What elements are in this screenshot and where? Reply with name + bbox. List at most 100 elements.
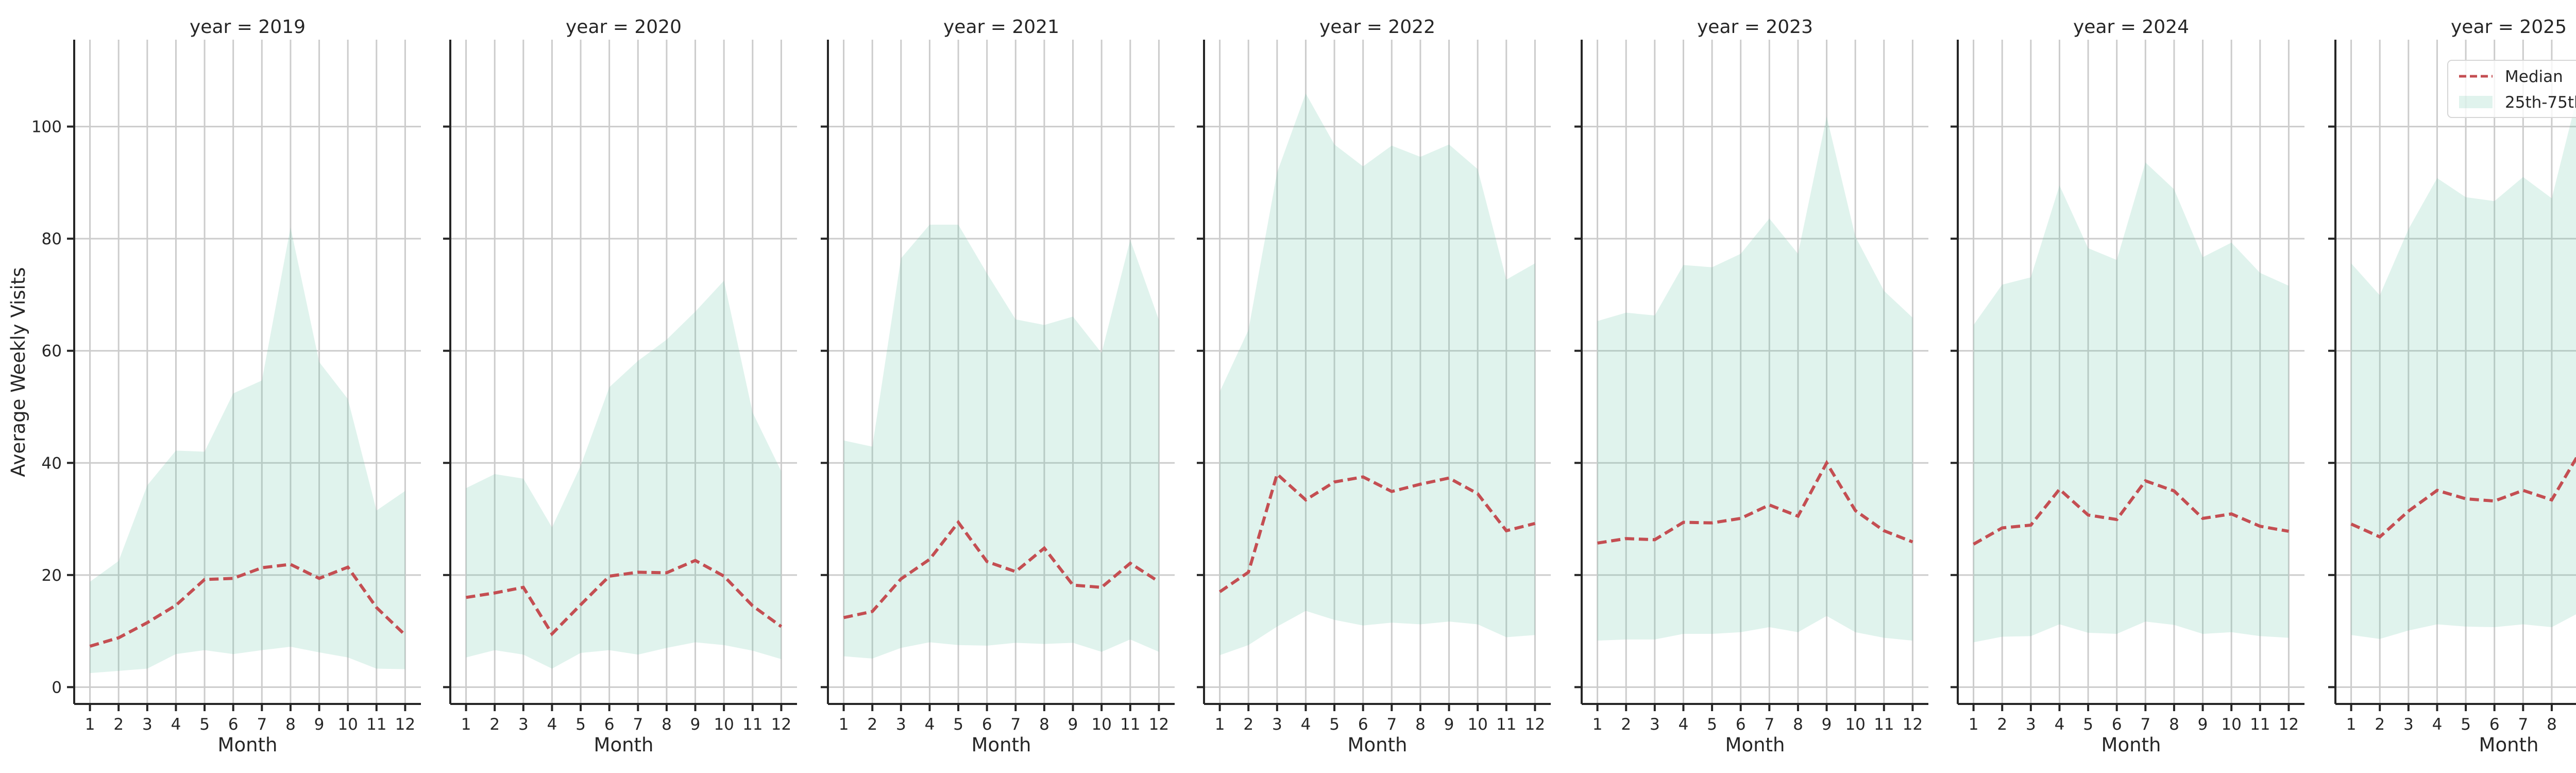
- x-tick-label: 6: [1736, 715, 1746, 734]
- x-tick-label: 8: [2547, 715, 2557, 734]
- x-tick-label: 1: [2346, 715, 2357, 734]
- x-tick-label: 12: [771, 715, 791, 734]
- x-tick-label: 9: [1444, 715, 1454, 734]
- x-tick-label: 8: [1039, 715, 1049, 734]
- x-tick-label: 8: [1793, 715, 1803, 734]
- legend: Median 25th-75th Percentile: [2447, 60, 2576, 118]
- x-tick-label: 9: [2198, 715, 2208, 734]
- facet-title: year = 2024: [2073, 16, 2189, 38]
- x-tick-label: 5: [953, 715, 963, 734]
- median-line: [466, 559, 783, 636]
- percentile-band: [90, 227, 405, 674]
- x-tick-label: 2: [1997, 715, 2007, 734]
- facet-title: year = 2021: [943, 16, 1059, 38]
- x-tick-label: 5: [1707, 715, 1717, 734]
- x-tick-label: 9: [1068, 715, 1078, 734]
- x-tick-label: 8: [1415, 715, 1426, 734]
- legend-band-label: 25th-75th Percentile: [2505, 93, 2576, 112]
- x-tick-label: 1: [1592, 715, 1603, 734]
- percentile-band: [466, 280, 782, 669]
- y-tick-label: 100: [31, 118, 62, 137]
- x-tick-label: 4: [1679, 715, 1689, 734]
- x-tick-label: 11: [366, 715, 386, 734]
- x-tick-label: 4: [925, 715, 935, 734]
- x-axis-label: Month: [1348, 734, 1408, 756]
- x-tick-label: 12: [1149, 715, 1169, 734]
- y-tick-label: 20: [42, 566, 62, 585]
- x-tick-label: 11: [1874, 715, 1894, 734]
- x-axis-label: Month: [2479, 734, 2539, 756]
- x-tick-label: 10: [337, 715, 358, 734]
- x-tick-label: 4: [547, 715, 557, 734]
- y-tick-label: 40: [42, 454, 62, 473]
- x-tick-label: 2: [489, 715, 500, 734]
- facet-title: year = 2020: [566, 16, 682, 38]
- x-tick-label: 2: [2375, 715, 2385, 734]
- x-axis-label: Month: [218, 734, 278, 756]
- x-tick-label: 6: [604, 715, 615, 734]
- legend-box: [2447, 60, 2576, 118]
- facet-title: year = 2025: [2451, 16, 2567, 38]
- x-tick-label: 11: [1120, 715, 1140, 734]
- x-tick-label: 1: [1969, 715, 1979, 734]
- x-tick-label: 4: [2055, 715, 2065, 734]
- x-axis-label: Month: [1725, 734, 1785, 756]
- x-tick-label: 2: [1621, 715, 1631, 734]
- y-axis-label: Average Weekly Visits: [7, 267, 29, 477]
- x-tick-label: 6: [228, 715, 239, 734]
- x-tick-label: 2: [113, 715, 124, 734]
- x-tick-label: 9: [690, 715, 701, 734]
- percentile-band: [1973, 162, 2289, 643]
- x-axis-label: Month: [2102, 734, 2161, 756]
- x-tick-label: 3: [1650, 715, 1660, 734]
- x-tick-label: 5: [2083, 715, 2093, 734]
- percentile-band: [1219, 93, 1535, 656]
- x-tick-label: 1: [85, 715, 95, 734]
- x-tick-label: 11: [742, 715, 762, 734]
- x-tick-label: 11: [1496, 715, 1516, 734]
- median-line: [2350, 456, 2576, 539]
- x-tick-label: 12: [1903, 715, 1923, 734]
- y-tick-label: 80: [42, 230, 62, 248]
- x-tick-label: 2: [1243, 715, 1253, 734]
- y-tick-label: 0: [52, 678, 62, 697]
- legend-median-label: Median: [2505, 68, 2563, 86]
- facet-title: year = 2019: [190, 16, 306, 38]
- x-tick-label: 9: [314, 715, 325, 734]
- x-tick-label: 5: [575, 715, 586, 734]
- x-tick-label: 7: [1764, 715, 1774, 734]
- x-tick-label: 6: [2112, 715, 2122, 734]
- x-tick-label: 12: [395, 715, 415, 734]
- percentile-band: [843, 224, 1159, 659]
- x-tick-label: 12: [2279, 715, 2299, 734]
- x-tick-label: 5: [199, 715, 210, 734]
- x-tick-label: 1: [461, 715, 471, 734]
- x-tick-label: 4: [2432, 715, 2443, 734]
- x-tick-label: 7: [257, 715, 267, 734]
- x-tick-label: 7: [2140, 715, 2150, 734]
- facet-title: year = 2022: [1319, 16, 1435, 38]
- facet-title: year = 2023: [1697, 16, 1813, 38]
- x-tick-label: 7: [633, 715, 643, 734]
- x-tick-label: 10: [1845, 715, 1865, 734]
- x-tick-label: 6: [982, 715, 992, 734]
- x-tick-label: 9: [2575, 715, 2576, 734]
- median-line: [1218, 471, 1536, 593]
- median-line: [1973, 479, 2289, 546]
- x-tick-label: 6: [1358, 715, 1368, 734]
- x-tick-label: 1: [1215, 715, 1225, 734]
- x-tick-label: 4: [1301, 715, 1311, 734]
- x-tick-label: 11: [2250, 715, 2270, 734]
- x-axis-label: Month: [972, 734, 1031, 756]
- x-tick-label: 9: [1822, 715, 1832, 734]
- x-tick-label: 8: [285, 715, 296, 734]
- x-tick-label: 8: [662, 715, 672, 734]
- median-line: [89, 563, 406, 648]
- x-tick-label: 4: [171, 715, 181, 734]
